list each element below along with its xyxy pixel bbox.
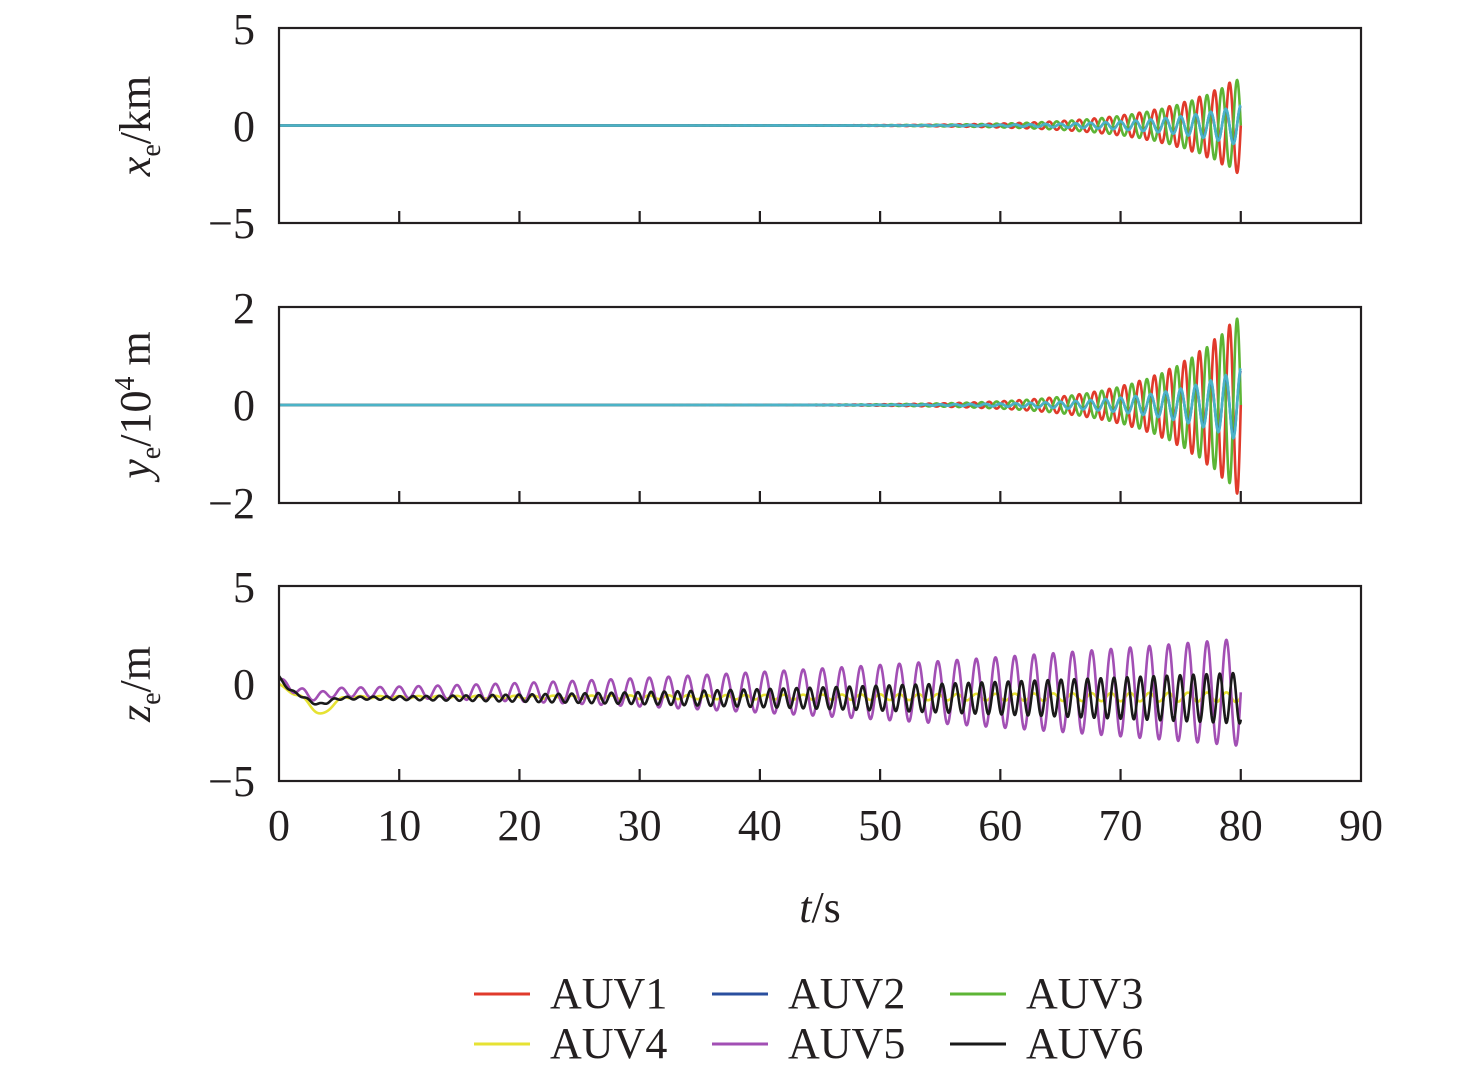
x-tick-label: 70 (1099, 801, 1143, 850)
panel-ze-ylabel-unit: /m (111, 646, 160, 692)
panel-xe: 5 0 −5 xe/km (111, 5, 1363, 248)
panel-xe-xticks (398, 211, 1242, 223)
legend-item-auv6: AUV6 (950, 1019, 1143, 1068)
panel-ze-frame (277, 584, 1363, 783)
x-tick-label: 10 (377, 801, 421, 850)
legend-item-auv4: AUV4 (474, 1019, 667, 1068)
panel-ye-frame (277, 305, 1363, 505)
x-tick-labels: 0 10 20 30 40 50 60 70 80 90 (268, 801, 1383, 850)
panel-xe-ytick-top: 5 (233, 5, 255, 54)
x-tick-label: 20 (497, 801, 541, 850)
panel-ze-ytick-bottom: −5 (208, 757, 255, 806)
legend-label-auv3: AUV3 (1026, 969, 1143, 1018)
x-axis-label-unit: /s (811, 883, 840, 932)
panel-ye-ytick-bottom: −2 (208, 479, 255, 528)
panel-ze-ytick-mid: 0 (233, 660, 255, 709)
legend-label-auv5: AUV5 (788, 1019, 905, 1068)
x-axis-label: t/s (799, 883, 841, 932)
x-tick-label: 0 (268, 801, 290, 850)
x-tick-label: 30 (618, 801, 662, 850)
panel-ye-xticks (398, 491, 1242, 503)
legend-item-auv3: AUV3 (950, 969, 1143, 1018)
panel-ye-ylabel-sub: e (136, 447, 167, 459)
x-axis-label-var: t (799, 883, 813, 932)
panel-ye-ylabel-tail: m (111, 331, 160, 376)
series-line (278, 103, 1242, 146)
panel-ze-ytick-top: 5 (233, 563, 255, 612)
panel-ze: 5 0 −5 ze/m 0 10 20 30 40 50 60 70 80 90 t/s (111, 563, 1383, 932)
panel-ye-ytick-top: 2 (233, 284, 255, 333)
legend: AUV1 AUV2 AUV3 AUV4 AUV5 AUV6 (474, 969, 1143, 1068)
panel-ze-xticks (398, 769, 1242, 781)
x-tick-label: 50 (858, 801, 902, 850)
panel-ze-ylabel-var: z (111, 705, 160, 723)
panel-ye-ylabel-var: y (111, 459, 160, 483)
legend-item-auv1: AUV1 (474, 969, 667, 1018)
panel-xe-ytick-bottom: −5 (208, 199, 255, 248)
series-line (278, 367, 1242, 440)
panel-xe-ylabel-unit: /km (111, 76, 160, 144)
legend-item-auv5: AUV5 (712, 1019, 905, 1068)
panel-ye-ylabel-unit: /10 (111, 391, 160, 447)
panel-ye-series (278, 317, 1243, 495)
panel-xe-series (278, 78, 1243, 175)
panel-ze-ylabel-sub: e (136, 692, 167, 704)
x-tick-label: 40 (738, 801, 782, 850)
x-tick-label: 60 (978, 801, 1022, 850)
legend-label-auv4: AUV4 (550, 1019, 667, 1068)
panel-xe-ylabel-sub: e (136, 144, 167, 156)
x-tick-label: 80 (1219, 801, 1263, 850)
panel-ze-series (277, 638, 1243, 747)
panel-xe-frame (277, 26, 1363, 225)
panel-ye-ytick-mid: 0 (233, 381, 255, 430)
panel-xe-ylabel: xe/km (111, 76, 167, 177)
panel-xe-ylabel-var: x (111, 156, 160, 177)
legend-label-auv2: AUV2 (788, 969, 905, 1018)
legend-label-auv1: AUV1 (550, 969, 667, 1018)
panel-ye-ylabel-sup: 4 (110, 377, 141, 391)
panel-xe-ytick-mid: 0 (233, 102, 255, 151)
legend-item-auv2: AUV2 (712, 969, 905, 1018)
x-tick-label: 90 (1339, 801, 1383, 850)
panel-ye: 2 0 −2 ye/104 m (110, 284, 1363, 528)
panel-ye-ylabel: ye/104 m (110, 331, 167, 482)
panel-ze-ylabel: ze/m (111, 646, 167, 723)
legend-label-auv6: AUV6 (1026, 1019, 1143, 1068)
series-line (277, 671, 1243, 725)
